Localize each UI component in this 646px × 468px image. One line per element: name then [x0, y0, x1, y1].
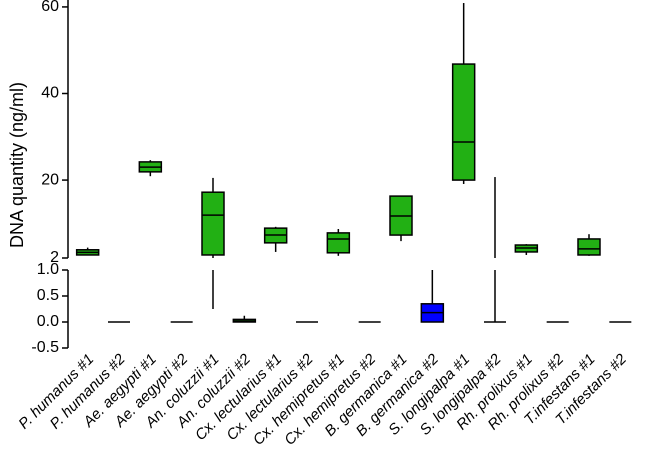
y-tick-label: 20: [41, 171, 59, 188]
y-tick-label: 0.0: [37, 313, 59, 330]
box: [201, 191, 225, 256]
y-tick-label: 1.0: [37, 261, 59, 278]
y-tick-label: 2: [50, 249, 59, 266]
y-tick-label: 60: [41, 0, 59, 15]
box: [577, 238, 601, 256]
y-axis-label: DNA quantity (ng/ml): [7, 82, 27, 248]
box: [326, 232, 351, 254]
y-tick-label: 40: [41, 85, 59, 102]
box: [451, 63, 476, 181]
y-tick-label: 0.5: [37, 287, 59, 304]
y-tick-label: -0.5: [31, 339, 59, 356]
